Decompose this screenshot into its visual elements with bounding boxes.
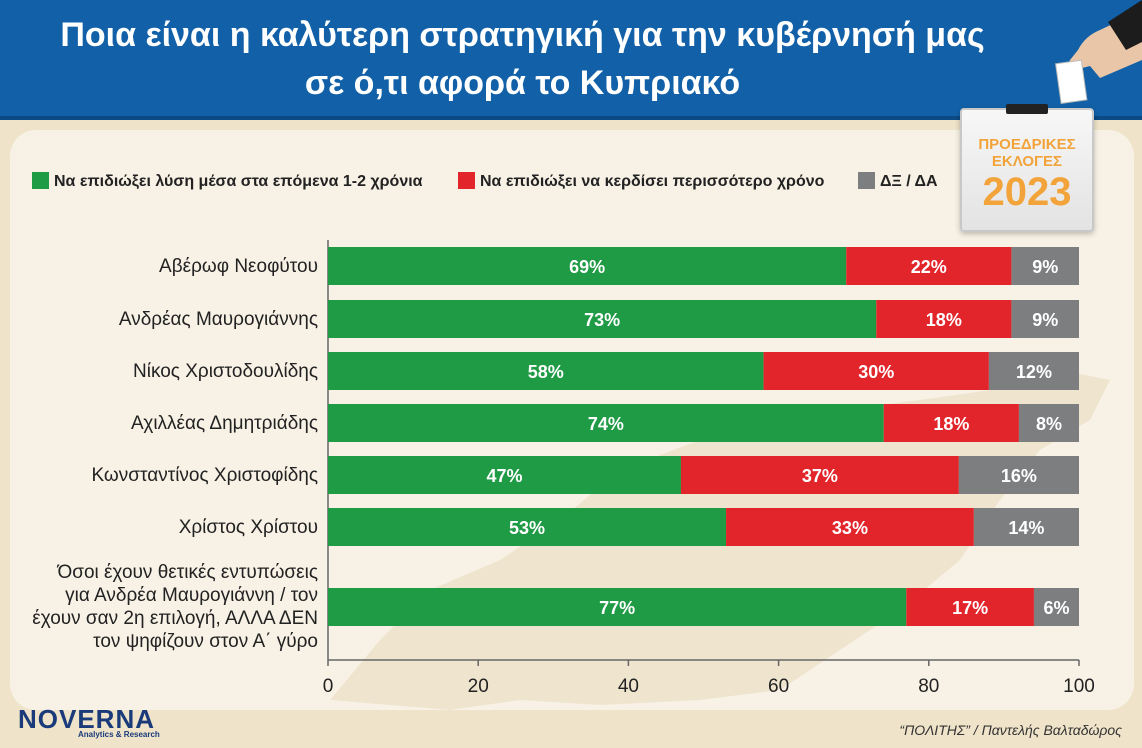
category-label-line: έχουν σαν 2η επιλογή, ΑΛΛΑ ΔΕΝ (32, 608, 318, 629)
bar-segment-more-time (876, 300, 1012, 338)
badge-line-2: ΕΚΛΟΓΕΣ (991, 153, 1063, 170)
data-label-solution: 53% (509, 518, 545, 538)
bar-segment-dk-na (1033, 588, 1079, 626)
data-label-more-time: 33% (832, 518, 868, 538)
bar-segment-more-time (846, 247, 1012, 285)
category-label: Κωνσταντίνος Χριστοφίδης (91, 464, 318, 487)
category-label-line: Κωνσταντίνος Χριστοφίδης (91, 464, 318, 486)
data-label-dk-na: 9% (1032, 310, 1058, 330)
ballot-slot (1006, 104, 1048, 114)
legend-swatch-gray (858, 172, 875, 189)
data-label-dk-na: 16% (1001, 466, 1037, 486)
credit-text: “ΠΟΛΙΤΗΣ” / Παντελής Βαλταδώρος (899, 722, 1122, 738)
bar-segment-solution (328, 508, 727, 546)
bar-segment-more-time (906, 588, 1034, 626)
bar-segment-dk-na (1011, 247, 1079, 285)
data-label-more-time: 18% (933, 414, 969, 434)
data-label-dk-na: 12% (1016, 362, 1052, 382)
title-line-1: Ποια είναι η καλύτερη στρατηγική για την… (60, 16, 985, 54)
category-label-line: Όσοι έχουν θετικές εντυπώσεις (57, 562, 318, 583)
title-bar: Ποια είναι η καλύτερη στρατηγική για την… (0, 0, 1142, 120)
x-tick-label: 0 (323, 676, 334, 697)
category-label-line: Ανδρέας Μαυρογιάννης (118, 308, 318, 330)
x-tick-label: 60 (768, 676, 789, 697)
data-label-solution: 69% (569, 257, 605, 277)
bar-segment-more-time (680, 456, 959, 494)
category-label: Αβέρωφ Νεοφύτου (159, 255, 318, 278)
legend-label-dk: ΔΞ / ΔΑ (880, 173, 938, 190)
legend-item-solution: Να επιδιώξει λύση μέσα στα επόμενα 1-2 χ… (32, 172, 423, 194)
category-label: Νίκος Χριστοδουλίδης (133, 360, 318, 383)
data-label-solution: 73% (584, 310, 620, 330)
x-tick-label: 80 (918, 676, 939, 697)
x-tick-label: 100 (1063, 676, 1095, 697)
category-label-line: Αχιλλέας Δημητριάδης (131, 412, 318, 434)
category-label-line: τον ψηφίζουν στον Α΄ γύρο (93, 631, 318, 652)
bar-segment-solution (328, 404, 884, 442)
legend-item-time: Να επιδιώξει να κερδίσει περισσότερο χρό… (458, 172, 824, 194)
bar-segment-more-time (726, 508, 974, 546)
data-label-more-time: 17% (952, 598, 988, 618)
badge-year: 2023 (982, 170, 1072, 214)
data-label-more-time: 30% (858, 362, 894, 382)
category-label-line: Νίκος Χριστοδουλίδης (133, 360, 318, 382)
legend-swatch-red (458, 172, 475, 189)
bar-segment-dk-na (958, 456, 1079, 494)
category-label-line: για Ανδρέα Μαυρογιάννη / τον (65, 585, 318, 606)
bar-segment-dk-na (1011, 300, 1079, 338)
data-label-solution: 77% (599, 598, 635, 618)
data-label-dk-na: 6% (1043, 598, 1069, 618)
legend-label-solution: Να επιδιώξει λύση μέσα στα επόμενα 1-2 χ… (54, 173, 423, 190)
bar-segment-dk-na (973, 508, 1079, 546)
category-label: Αχιλλέας Δημητριάδης (131, 412, 318, 435)
bar-segment-solution (328, 247, 847, 285)
bar-segment-solution (328, 352, 764, 390)
category-label-line: Αβέρωφ Νεοφύτου (159, 255, 318, 277)
x-tick-label: 40 (618, 676, 639, 697)
data-label-dk-na: 14% (1008, 518, 1044, 538)
noverna-tagline: Analytics & Research (78, 730, 160, 739)
category-label-line: Χρίστος Χρίστου (178, 516, 318, 538)
bar-segment-more-time (883, 404, 1019, 442)
category-label: Ανδρέας Μαυρογιάννης (119, 308, 318, 331)
bar-segment-solution (328, 300, 877, 338)
data-label-dk-na: 9% (1032, 257, 1058, 277)
data-label-solution: 58% (528, 362, 564, 382)
title-line-2: σε ό,τι αφορά το Κυπριακό (304, 64, 741, 102)
data-label-more-time: 18% (926, 310, 962, 330)
data-label-dk-na: 8% (1036, 414, 1062, 434)
legend-item-dk: ΔΞ / ΔΑ (858, 172, 938, 194)
legend-swatch-green (32, 172, 49, 189)
elections-badge: ΠΡΟΕΔΡΙΚΕΣ ΕΚΛΟΓΕΣ 2023 (960, 104, 1094, 232)
noverna-logo: NOVERNA (18, 704, 156, 734)
bar-segment-solution (328, 456, 681, 494)
category-label: Όσοι έχουν θετικές εντυπώσεις για Ανδρέα … (32, 561, 318, 653)
ballot-hand-icon (1055, 0, 1142, 105)
data-label-more-time: 37% (802, 466, 838, 486)
x-tick-label: 20 (468, 676, 489, 697)
category-label: Χρίστος Χρίστου (179, 516, 318, 539)
bar-segment-more-time (763, 352, 989, 390)
bar-segment-solution (328, 588, 907, 626)
badge-line-1: ΠΡΟΕΔΡΙΚΕΣ (978, 136, 1076, 153)
data-label-solution: 74% (588, 414, 624, 434)
data-label-solution: 47% (486, 466, 522, 486)
legend-label-time: Να επιδιώξει να κερδίσει περισσότερο χρό… (480, 173, 825, 190)
bar-segment-dk-na (1018, 404, 1079, 442)
data-label-more-time: 22% (911, 257, 947, 277)
bar-segment-dk-na (988, 352, 1079, 390)
